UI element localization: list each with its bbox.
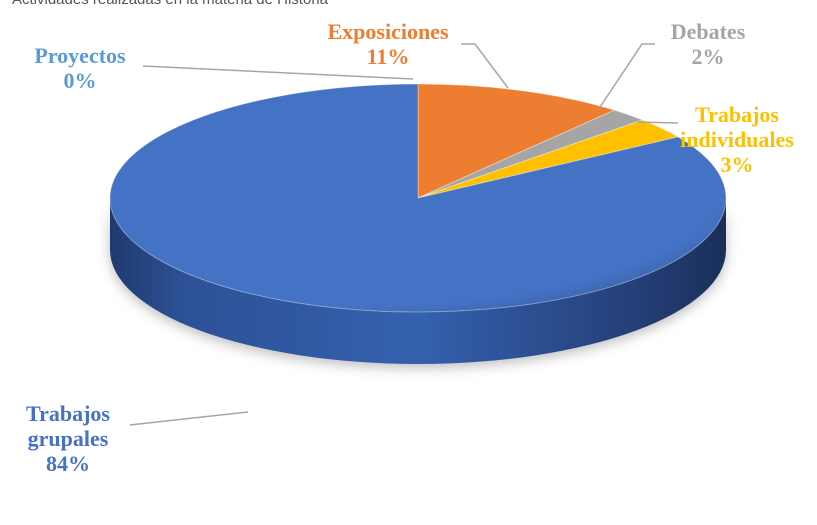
caption-text: Actividades realizadas en la materia de … — [12, 0, 328, 8]
leader-line-debates — [599, 43, 655, 108]
leader-line-proyectos — [142, 65, 414, 80]
data-label-exposiciones: Exposiciones 11% — [327, 19, 448, 69]
data-label-proyectos: Proyectos 0% — [34, 43, 126, 93]
data-label-trabajos-grupales: Trabajos grupales 84% — [26, 401, 110, 476]
leader-line-trabajos-individuales — [636, 121, 679, 124]
leader-line-exposiciones — [461, 43, 509, 89]
leader-line-trabajos-grupales — [129, 411, 249, 426]
data-label-debates: Debates 2% — [671, 19, 746, 69]
pie-side-wall — [110, 198, 726, 364]
data-label-trabajos-individuales: Trabajos individuales 3% — [680, 102, 794, 177]
